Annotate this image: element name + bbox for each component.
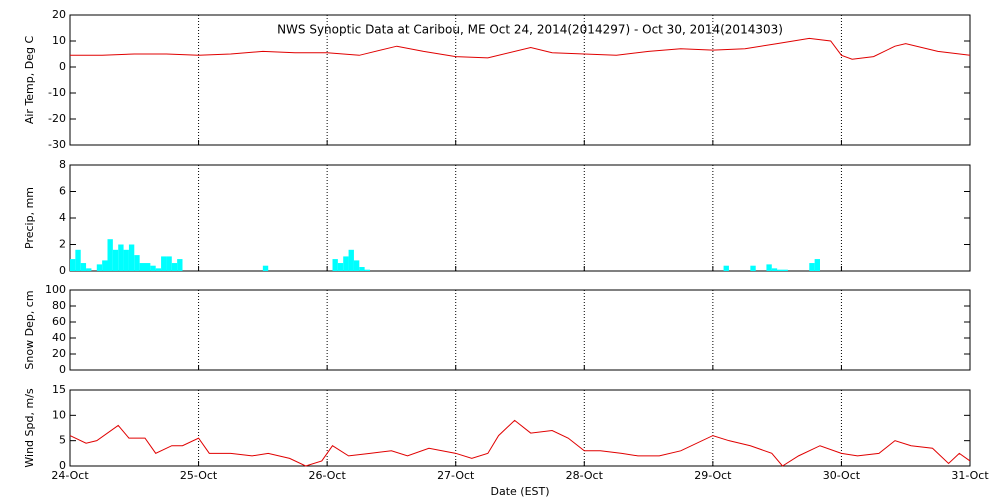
bar [70,259,76,271]
x-tick-label: 26-Oct [308,469,346,482]
y-tick-label: 100 [45,283,66,296]
x-tick-label: 30-Oct [823,469,861,482]
bar [777,269,783,271]
bar [332,259,338,271]
x-tick-label: 29-Oct [694,469,732,482]
bar [150,265,156,271]
bar [102,260,108,271]
y-tick-label: 6 [59,185,66,198]
bar [112,249,119,271]
bar [107,239,113,271]
bar [359,267,365,271]
bar [771,268,778,271]
plot-frame [69,14,971,146]
y-axis-label: Air Temp, Deg C [23,36,36,125]
bar [348,249,354,271]
bar [166,256,172,271]
y-tick-label: 10 [52,408,66,421]
bar [814,259,820,271]
x-tick-label: 31-Oct [951,469,989,482]
x-tick-label: 28-Oct [566,469,604,482]
x-tick-label: 25-Oct [180,469,218,482]
chart-title: NWS Synoptic Data at Caribou, ME Oct 24,… [277,23,783,37]
bar [364,269,370,271]
y-axis-label: Wind Spd, m/s [23,388,36,468]
bar [96,264,103,271]
bar [75,249,81,271]
plot-frame [69,289,971,371]
y-tick-label: 0 [59,459,66,472]
y-tick-label: 2 [59,238,66,251]
bar [118,244,124,271]
y-tick-label: -10 [48,86,66,99]
bar [723,265,729,271]
bar [161,256,167,271]
plot-frame [69,389,971,467]
bar [86,268,92,271]
bar [171,263,178,271]
y-tick-label: 0 [59,264,66,277]
y-axis-label: Snow Dep, cm [23,290,36,369]
y-tick-label: 10 [52,34,66,47]
bar [809,263,815,271]
y-tick-label: 20 [52,8,66,21]
x-axis-label: Date (EST) [490,485,549,498]
y-tick-label: 80 [52,299,66,312]
data-line [70,37,971,60]
bar [123,249,129,271]
y-tick-label: 4 [59,211,66,224]
y-tick-label: 0 [59,363,66,376]
y-tick-label: 40 [52,331,66,344]
bar [134,255,140,271]
bar [155,268,162,271]
bar [177,259,183,271]
y-tick-label: -20 [48,112,66,125]
data-line [69,419,971,467]
y-tick-label: 5 [59,434,66,447]
y-tick-label: 15 [52,383,66,396]
y-tick-label: 20 [52,347,66,360]
bar [80,263,87,271]
bar [145,263,151,271]
y-tick-label: 60 [52,315,66,328]
x-tick-label: 27-Oct [437,469,475,482]
y-tick-label: -30 [48,138,66,151]
bar [782,269,788,271]
y-tick-label: 0 [59,60,66,73]
bar [128,244,135,271]
x-tick-label: 24-Oct [51,469,89,482]
bar [750,265,756,271]
y-tick-label: 8 [59,158,66,171]
bar [337,263,344,271]
bar [353,260,360,271]
bar [262,265,269,271]
y-axis-label: Precip, mm [23,187,36,249]
bar [766,264,772,271]
bar [343,256,349,271]
bar [139,263,145,271]
plot-frame [69,164,971,272]
